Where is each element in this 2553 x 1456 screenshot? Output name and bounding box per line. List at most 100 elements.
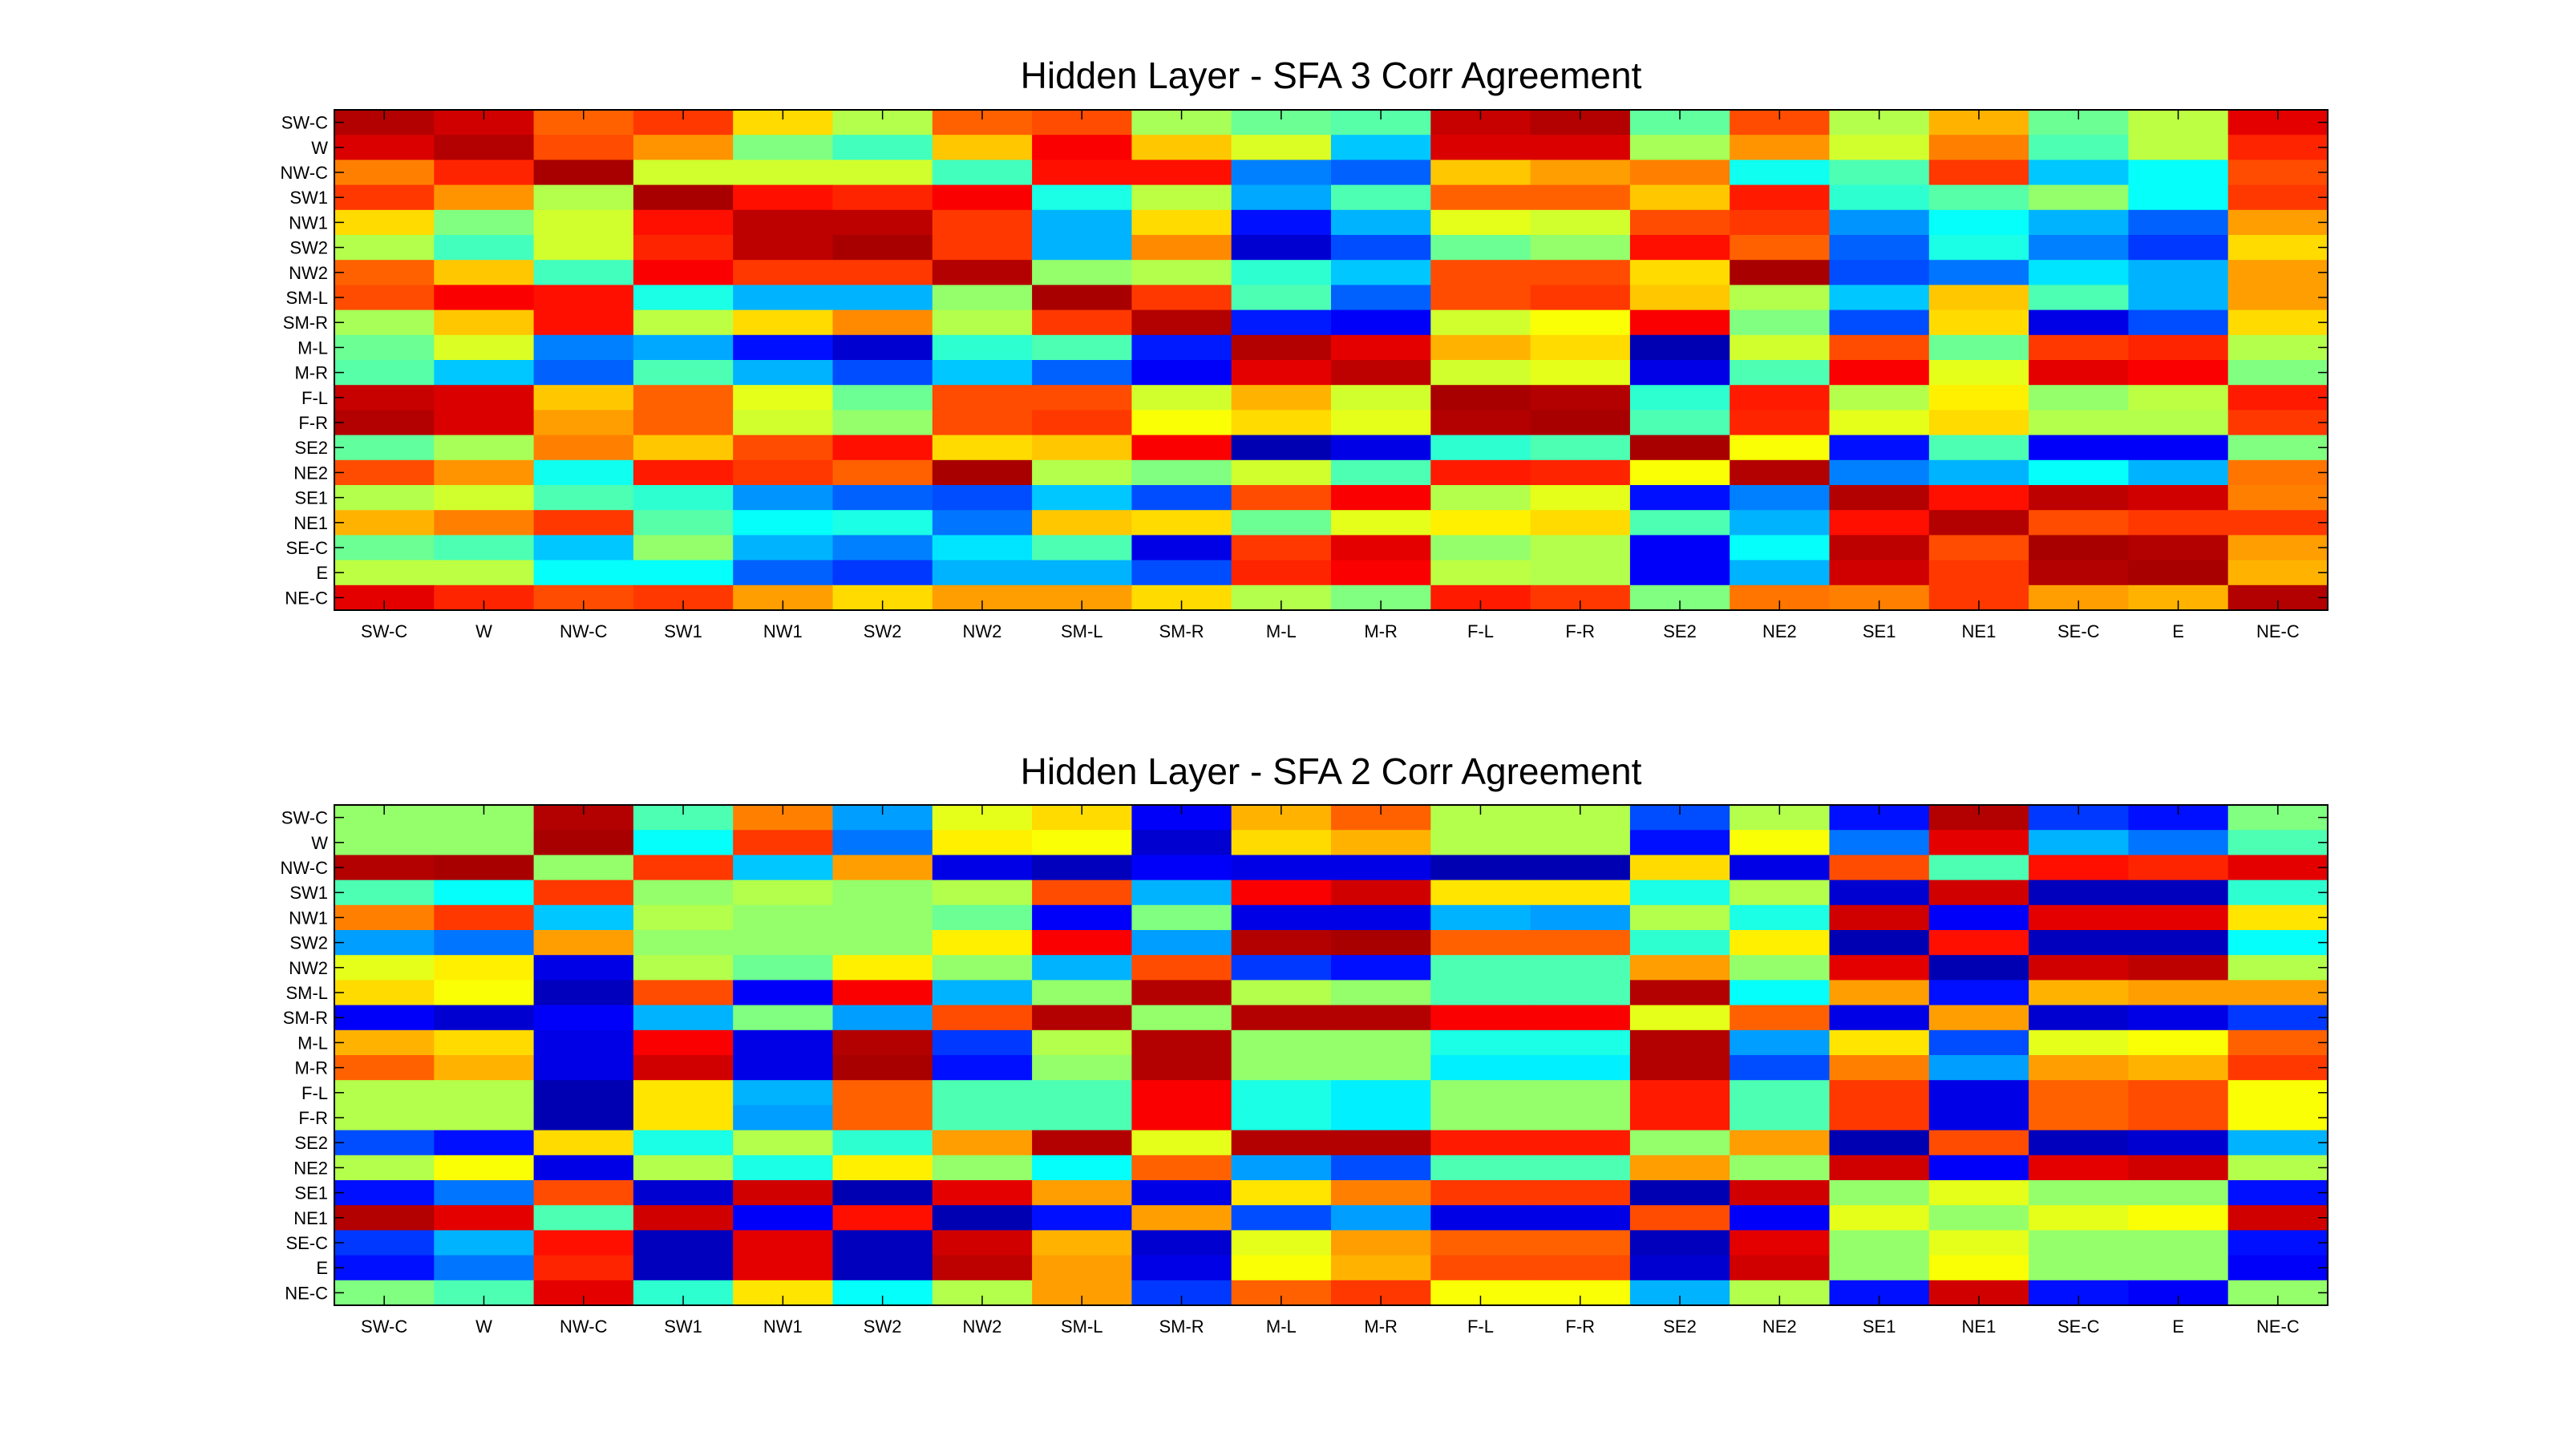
heatmap-cell bbox=[1928, 880, 2029, 906]
heatmap-cell bbox=[334, 334, 435, 361]
heatmap-cell bbox=[1629, 955, 1730, 981]
heatmap-cell bbox=[733, 260, 834, 285]
heatmap-cell bbox=[1829, 980, 1930, 1006]
heatmap-cell bbox=[2029, 830, 2129, 855]
heatmap-cell bbox=[434, 830, 535, 855]
heatmap-cell bbox=[2227, 1080, 2328, 1106]
heatmap-cell bbox=[1331, 135, 1431, 160]
heatmap-cell bbox=[932, 135, 1033, 160]
heatmap-cell bbox=[1530, 1180, 1631, 1206]
heatmap-cell bbox=[1331, 1155, 1431, 1181]
y-tick-label: E bbox=[316, 1258, 328, 1278]
heatmap-cell bbox=[1530, 285, 1631, 311]
heatmap-cell bbox=[1331, 410, 1431, 436]
heatmap-cell bbox=[1231, 560, 1332, 586]
heatmap-cell bbox=[434, 904, 535, 931]
heatmap-cell bbox=[533, 160, 634, 186]
heatmap-cell bbox=[2227, 135, 2328, 160]
heatmap-cell bbox=[1928, 459, 2029, 486]
heatmap-cell bbox=[733, 930, 834, 956]
heatmap-cell bbox=[1530, 459, 1631, 486]
heatmap-cell bbox=[434, 1105, 535, 1131]
heatmap-cell bbox=[2029, 260, 2129, 285]
heatmap-cell bbox=[1629, 535, 1730, 561]
x-tick-label: W bbox=[475, 621, 492, 641]
x-tick-label: NW-C bbox=[560, 621, 608, 641]
heatmap-cell bbox=[1032, 410, 1132, 436]
plot-frame bbox=[334, 109, 2328, 611]
heatmap-cell bbox=[2227, 1005, 2328, 1031]
heatmap-cell bbox=[1928, 560, 2029, 586]
heatmap-cell bbox=[2128, 309, 2229, 336]
heatmap-cell bbox=[1032, 485, 1132, 511]
heatmap-cell bbox=[434, 334, 535, 361]
heatmap-cell bbox=[1231, 830, 1332, 855]
heatmap-cell bbox=[733, 980, 834, 1006]
x-tick-label: M-L bbox=[1266, 1316, 1297, 1337]
heatmap-cell bbox=[1829, 160, 1930, 186]
heatmap-cell bbox=[932, 1029, 1033, 1056]
heatmap-cell bbox=[1131, 385, 1232, 411]
heatmap-cell bbox=[633, 880, 734, 906]
heatmap-cell bbox=[1430, 1055, 1531, 1081]
heatmap-cell bbox=[434, 880, 535, 906]
heatmap-cell bbox=[533, 955, 634, 981]
heatmap-cell bbox=[434, 184, 535, 211]
heatmap-cell bbox=[733, 1155, 834, 1181]
x-tick-label: E bbox=[2172, 1316, 2184, 1337]
heatmap-cell bbox=[633, 160, 734, 186]
heatmap-cell bbox=[1629, 830, 1730, 855]
heatmap-cell bbox=[932, 1205, 1033, 1231]
heatmap-cell bbox=[1430, 360, 1531, 386]
heatmap-cell bbox=[1730, 510, 1831, 536]
heatmap-cell bbox=[1032, 235, 1132, 261]
heatmap-cell bbox=[1430, 1180, 1531, 1206]
heatmap-cell bbox=[2128, 880, 2229, 906]
heatmap-cell bbox=[2128, 980, 2229, 1006]
heatmap-cell bbox=[1331, 309, 1431, 336]
heatmap-cell bbox=[434, 510, 535, 536]
heatmap-cell bbox=[2128, 930, 2229, 956]
heatmap-cell bbox=[1131, 535, 1232, 561]
heatmap-cell bbox=[1530, 1130, 1631, 1156]
heatmap-cell bbox=[2227, 880, 2328, 906]
heatmap-cell bbox=[1231, 510, 1332, 536]
x-tick-label: SE-C bbox=[2057, 621, 2100, 641]
heatmap-cell bbox=[1730, 930, 1831, 956]
heatmap-cell bbox=[2029, 1180, 2129, 1206]
heatmap-cell bbox=[1231, 184, 1332, 211]
heatmap-cell bbox=[2128, 830, 2229, 855]
heatmap-cell bbox=[932, 360, 1033, 386]
heatmap-cell bbox=[1829, 334, 1930, 361]
heatmap-cell bbox=[533, 360, 634, 386]
heatmap-cell bbox=[533, 260, 634, 285]
heatmap-cell bbox=[633, 510, 734, 536]
heatmap-cell bbox=[1231, 980, 1332, 1006]
heatmap-cell bbox=[1032, 1080, 1132, 1106]
heatmap-cell bbox=[733, 160, 834, 186]
heatmap-cell bbox=[1928, 1055, 2029, 1081]
heatmap-cell bbox=[1331, 535, 1431, 561]
heatmap-cell bbox=[1730, 980, 1831, 1006]
heatmap-cell bbox=[1730, 235, 1831, 261]
heatmap-cell bbox=[2128, 955, 2229, 981]
heatmap-cell bbox=[1131, 904, 1232, 931]
heatmap-cell bbox=[1331, 1255, 1431, 1281]
heatmap-cell bbox=[1131, 334, 1232, 361]
heatmap-cell bbox=[2128, 1080, 2229, 1106]
heatmap-cell bbox=[733, 535, 834, 561]
heatmap-cell bbox=[2128, 560, 2229, 586]
heatmap-cell bbox=[1629, 1080, 1730, 1106]
heatmap-cell bbox=[832, 560, 933, 586]
heatmap-cell bbox=[1032, 1005, 1132, 1031]
heatmap-cell bbox=[1131, 980, 1232, 1006]
heatmap-cell bbox=[2029, 1230, 2129, 1256]
heatmap-cell bbox=[1131, 1130, 1232, 1156]
y-tick-label: NE-C bbox=[285, 588, 328, 608]
heatmap-cell bbox=[1032, 830, 1132, 855]
heatmap-cell bbox=[2029, 1005, 2129, 1031]
heatmap-sfa2: Hidden Layer - SFA 2 Corr Agreement SW-C W… bbox=[281, 750, 2328, 1337]
heatmap-cell bbox=[1829, 1205, 1930, 1231]
heatmap-cell bbox=[334, 980, 435, 1006]
heatmap-cell bbox=[1430, 980, 1531, 1006]
